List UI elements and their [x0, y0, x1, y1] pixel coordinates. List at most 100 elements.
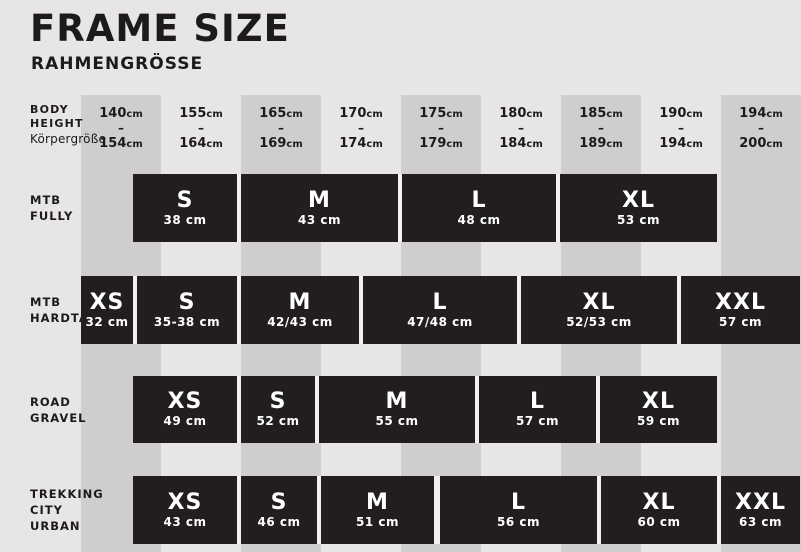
size-label: XXL [715, 289, 766, 315]
size-label: L [432, 289, 448, 315]
row-label: MTB FULLY [30, 192, 73, 224]
size-cell: XS 49 cm [133, 376, 237, 443]
cell-divider [475, 376, 479, 443]
size-cell: XXL 63 cm [721, 476, 800, 544]
range-dash: – [758, 121, 764, 135]
frame-size-value: 57 cm [516, 414, 559, 428]
size-cell: M 42/43 cm [241, 276, 359, 344]
size-cell: XS 32 cm [81, 276, 133, 344]
body-height-range: 140cm –154cm [81, 104, 161, 152]
range-from: 175cm [419, 106, 463, 121]
range-to: 189cm [579, 136, 623, 151]
size-label: XL [642, 489, 676, 515]
body-height-label-german: Körpergröße [30, 132, 107, 146]
frame-size-value: 43 cm [163, 514, 207, 529]
frame-size-value: 49 cm [163, 414, 207, 428]
size-cell: S 35-38 cm [137, 276, 237, 344]
range-from: 140cm [99, 106, 143, 121]
body-height-label: BODY HEIGHT Körpergröße [30, 103, 106, 146]
size-cell: L 57 cm [479, 376, 596, 443]
range-from: 155cm [179, 106, 223, 121]
range-dash: – [598, 121, 604, 135]
cell-divider [133, 276, 137, 344]
body-height-range: 175cm –179cm [401, 104, 481, 152]
row-label-line: GRAVEL [30, 410, 87, 425]
cell-divider [237, 174, 241, 242]
frame-size-value: 35-38 cm [153, 314, 221, 329]
size-label: XL [582, 289, 616, 315]
size-cell: XL 60 cm [601, 476, 717, 544]
cell-divider [434, 476, 440, 544]
body-height-range: 165cm –169cm [241, 104, 321, 152]
size-cell: XL 59 cm [600, 376, 717, 443]
range-dash: – [518, 121, 524, 135]
size-cell: M 43 cm [241, 174, 398, 242]
frame-size-value: 46 cm [257, 514, 301, 529]
range-dash: – [118, 121, 124, 135]
range-dash: – [198, 121, 204, 135]
size-label: M [385, 389, 409, 414]
range-to: 164cm [179, 136, 223, 151]
frame-size-value: 63 cm [739, 514, 782, 529]
cell-divider [317, 476, 321, 544]
range-dash: – [438, 121, 444, 135]
frame-size-value: 42/43 cm [267, 314, 333, 329]
size-cell: S 52 cm [241, 376, 315, 443]
frame-size-value: 38 cm [163, 212, 207, 227]
frame-size-value: 52/53 cm [566, 314, 632, 329]
page-subtitle: RAHMENGRÖSSE [31, 54, 204, 74]
body-height-label-line1: BODY [30, 103, 69, 116]
cell-divider [677, 276, 681, 344]
body-height-range: 194cm –200cm [721, 104, 801, 152]
cell-divider [556, 174, 560, 242]
size-label: S [270, 489, 288, 515]
page-title: FRAME SIZE [30, 7, 290, 50]
cell-divider [315, 376, 319, 443]
size-label: XL [642, 389, 675, 414]
frame-size-value: 43 cm [298, 212, 341, 227]
row-label-line: TREKKING [30, 487, 104, 501]
row-label-line: FULLY [30, 209, 74, 223]
frame-size-value: 48 cm [457, 212, 501, 227]
frame-size-value: 55 cm [375, 414, 419, 428]
frame-size-value: 51 cm [356, 514, 399, 529]
cell-divider [237, 476, 241, 544]
cell-divider [517, 276, 521, 344]
range-from: 194cm [739, 106, 783, 121]
size-label: M [366, 489, 389, 515]
cell-divider [596, 376, 600, 443]
size-label: L [510, 489, 527, 515]
frame-size-value: 52 cm [256, 414, 300, 428]
size-label: XS [89, 289, 125, 315]
frame-size-value: 57 cm [719, 314, 762, 329]
frame-size-value: 56 cm [497, 514, 540, 529]
frame-size-value: 60 cm [637, 514, 681, 529]
size-label: S [178, 289, 196, 315]
size-label: L [529, 389, 546, 414]
size-cell: L 47/48 cm [363, 276, 517, 344]
size-cell: XS 43 cm [133, 476, 237, 544]
body-height-range: 170cm –174cm [321, 104, 401, 152]
body-height-range: 180cm –184cm [481, 104, 561, 152]
range-to: 194cm [659, 136, 703, 151]
size-label: S [269, 389, 287, 414]
range-from: 165cm [259, 106, 303, 121]
range-to: 154cm [99, 136, 143, 151]
size-cell: M 55 cm [319, 376, 475, 443]
row-label-line: URBAN [30, 519, 81, 533]
size-label: L [471, 187, 487, 213]
range-from: 180cm [499, 106, 543, 121]
size-cell: XXL 57 cm [681, 276, 800, 344]
size-cell: XL 52/53 cm [521, 276, 677, 344]
range-dash: – [278, 121, 284, 135]
size-cell: S 38 cm [133, 174, 237, 242]
row-label-line: MTB [30, 295, 62, 309]
body-height-label-line2: HEIGHT [30, 117, 84, 130]
range-to: 174cm [339, 136, 383, 151]
range-dash: – [358, 121, 364, 135]
range-from: 170cm [339, 106, 383, 121]
row-label-line: ROAD [30, 394, 71, 409]
range-to: 200cm [739, 136, 783, 151]
size-cell: L 56 cm [440, 476, 597, 544]
